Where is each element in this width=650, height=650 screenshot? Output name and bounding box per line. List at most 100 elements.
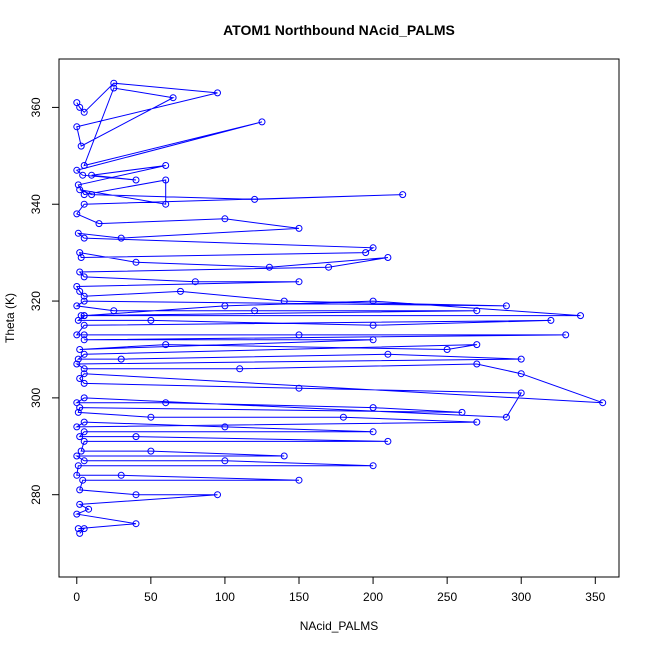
data-point <box>369 428 377 436</box>
data-point <box>117 355 125 363</box>
data-point <box>80 437 88 445</box>
data-point <box>295 476 303 484</box>
data-point <box>95 220 103 228</box>
data-point <box>132 433 140 441</box>
data-point <box>147 447 155 455</box>
data-point <box>73 166 81 174</box>
data-point <box>502 302 510 310</box>
data-point <box>73 123 81 131</box>
data-point <box>74 316 82 324</box>
data-point <box>369 336 377 344</box>
data-point <box>295 278 303 286</box>
data-point <box>73 331 81 339</box>
data-point <box>74 408 82 416</box>
data-point <box>177 287 184 295</box>
data-point <box>74 229 82 237</box>
data-point <box>76 486 84 494</box>
data-point <box>132 491 140 499</box>
x-axis-label: NAcid_PALMS <box>300 619 378 633</box>
x-tick-label: 250 <box>437 590 457 604</box>
data-point <box>77 254 85 261</box>
data-point <box>599 399 607 407</box>
data-point <box>80 336 88 344</box>
data-point <box>458 408 466 416</box>
y-tick-label: 280 <box>29 484 43 504</box>
data-point <box>473 360 481 368</box>
data-point <box>221 423 229 431</box>
data-point <box>73 360 81 368</box>
data-point <box>399 191 407 199</box>
data-point <box>76 500 84 508</box>
data-point <box>162 399 170 407</box>
y-tick-label: 300 <box>29 388 43 408</box>
data-point <box>110 307 118 315</box>
data-point <box>473 341 481 349</box>
data-point <box>76 103 84 111</box>
data-point <box>473 307 481 315</box>
x-tick-label: 0 <box>73 590 80 604</box>
x-tick-label: 100 <box>215 590 235 604</box>
data-point <box>80 321 88 329</box>
data-point <box>80 370 88 378</box>
data-point <box>88 171 96 179</box>
data-point <box>325 263 333 271</box>
data-point <box>80 108 88 116</box>
data-point <box>76 433 84 441</box>
data-point <box>77 142 85 150</box>
data-point <box>384 350 392 358</box>
data-point <box>132 176 140 184</box>
data-point <box>73 302 81 310</box>
data-point <box>76 268 84 276</box>
series-line <box>74 82 603 534</box>
x-tick-label: 350 <box>585 590 605 604</box>
data-point <box>339 413 347 421</box>
data-point <box>369 404 377 412</box>
data-point <box>295 331 303 339</box>
data-point <box>80 162 88 169</box>
data-point <box>74 462 82 470</box>
data-point <box>80 457 88 465</box>
data-point <box>384 254 392 261</box>
data-point <box>80 394 88 402</box>
data-point <box>295 224 303 232</box>
data-point <box>74 181 82 189</box>
data-point <box>369 244 377 252</box>
data-point <box>76 346 84 353</box>
data-point <box>147 413 155 421</box>
data-point <box>251 195 259 203</box>
data-point <box>214 491 221 499</box>
data-point <box>562 331 570 339</box>
data-point <box>117 471 125 479</box>
data-point <box>76 186 84 194</box>
data-point <box>117 234 125 242</box>
data-point <box>547 316 555 324</box>
data-point <box>80 234 88 242</box>
data-point <box>77 447 85 455</box>
data-point <box>76 404 84 412</box>
data-point <box>73 471 81 479</box>
data-point <box>76 529 84 537</box>
y-tick-label: 340 <box>29 194 43 214</box>
data-point <box>221 215 229 223</box>
data-point <box>76 287 84 295</box>
data-point <box>80 297 88 305</box>
data-point <box>251 307 259 315</box>
data-point <box>502 413 510 421</box>
data-point <box>295 384 303 392</box>
y-axis: 280 300 320 340 360 <box>29 97 60 505</box>
data-point <box>258 118 266 126</box>
chart-title: ATOM1 Northbound NAcid_PALMS <box>223 22 455 38</box>
data-point <box>73 423 81 431</box>
data-point <box>80 350 88 358</box>
data-point <box>169 94 177 102</box>
data-point <box>80 312 88 320</box>
data-point <box>85 505 93 513</box>
data-point <box>80 365 88 373</box>
data-point <box>577 312 584 320</box>
x-tick-label: 50 <box>144 590 158 604</box>
data-point <box>517 370 525 378</box>
data-point <box>280 297 288 305</box>
data-point <box>76 249 84 257</box>
data-point <box>162 176 170 184</box>
